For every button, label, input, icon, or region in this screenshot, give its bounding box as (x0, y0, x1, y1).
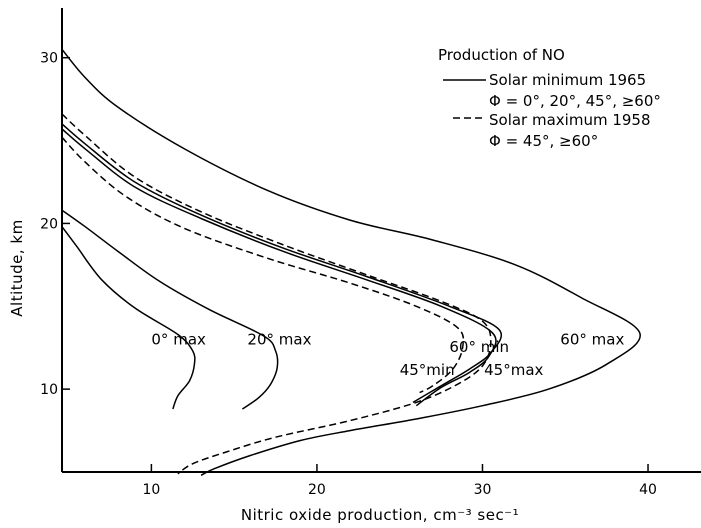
legend-solid-line2: Φ = 0°, 20°, 45°, ≥60° (489, 92, 661, 110)
series-label-20max: 20° max (247, 330, 311, 348)
series-line-d60 (61, 113, 492, 475)
x-axis-title: Nitric oxide production, cm⁻³ sec⁻¹ (241, 506, 519, 524)
series-line-60min (61, 123, 503, 404)
legend-solid-line1: Solar minimum 1965 (489, 71, 646, 89)
series-label-d45: 45°min (400, 361, 455, 379)
axes (61, 8, 701, 473)
series-line-45max (61, 128, 497, 407)
series-label-0max: 0° max (151, 330, 206, 348)
curve-labels: 0° max 20° max 60° min 45°max 60° max 45°min (151, 330, 624, 379)
x-tick-label: 40 (639, 482, 657, 498)
y-axis-title: Altitude, km (8, 219, 26, 316)
series-line-60max (61, 48, 641, 476)
series-line-0max (61, 226, 196, 410)
series-label-45max: 45°max (484, 361, 543, 379)
legend: Production of NO Solar minimum 1965 Φ = … (438, 46, 661, 150)
legend-dashed-line2: Φ = 45°, ≥60° (489, 132, 598, 150)
legend-title: Production of NO (438, 46, 565, 64)
series-label-60min: 60° min (449, 338, 509, 356)
series-label-60max: 60° max (560, 330, 624, 348)
y-tick-label: 20 (40, 216, 58, 232)
y-tick-label: 30 (40, 51, 58, 67)
series-line-20max (61, 209, 279, 410)
legend-dashed-line1: Solar maximum 1958 (489, 111, 651, 129)
curves (61, 48, 641, 476)
y-tick-label: 10 (40, 382, 58, 398)
series-line-d45 (61, 136, 465, 394)
x-tick-label: 30 (474, 482, 492, 498)
x-tick-label: 20 (308, 482, 326, 498)
x-tick-label: 10 (142, 482, 160, 498)
ticks: 10 20 30 40 10 20 30 (40, 51, 657, 498)
